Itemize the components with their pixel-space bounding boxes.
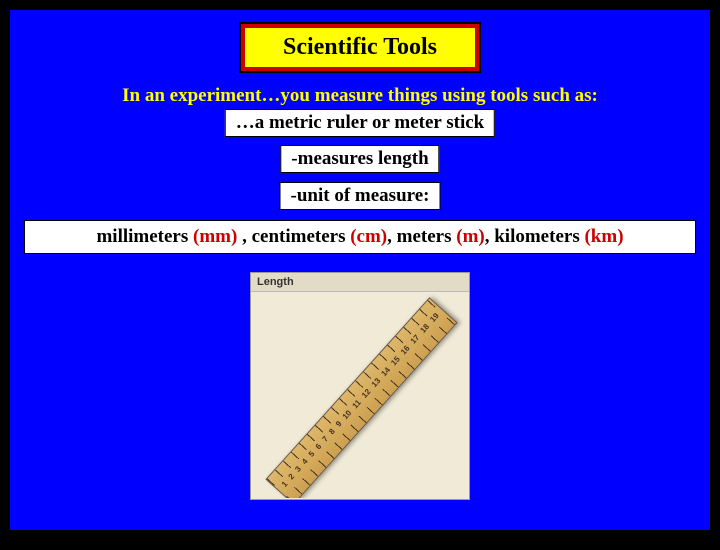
unit-item: centimeters (cm) — [252, 226, 388, 247]
unit-name: centimeters — [252, 226, 346, 247]
ruler-number: 12 — [360, 387, 373, 400]
ruler-number: 16 — [399, 344, 412, 357]
ruler-icon: 12345678910111213141516171819 — [265, 297, 457, 498]
unit-abbr: (cm) — [350, 226, 387, 247]
unit-name: meters — [397, 226, 452, 247]
ruler-illustration: 12345678910111213141516171819 — [251, 292, 469, 498]
ruler-number: 5 — [307, 449, 317, 458]
title-box: Scientific Tools — [241, 24, 479, 71]
ruler-image-panel: Length 12345678910111213141516171819 — [250, 272, 470, 500]
ruler-number: 6 — [314, 442, 324, 451]
unit-abbr: (m) — [456, 226, 484, 247]
ruler-ticks-bottom — [286, 316, 456, 498]
ruler-ticks-top — [267, 299, 437, 486]
unit-item: millimeters (mm) — [96, 226, 237, 247]
ruler-number: 3 — [293, 464, 303, 473]
unit-abbr: (mm) — [193, 226, 237, 247]
title-text: Scientific Tools — [283, 34, 437, 60]
ruler-number: 15 — [389, 355, 402, 368]
ruler-number: 9 — [334, 419, 344, 428]
image-label: Length — [251, 273, 469, 292]
measures-box: -measures length — [280, 145, 439, 173]
unit-abbr: (km) — [584, 226, 623, 247]
units-box: millimeters (mm) , centimeters (cm), met… — [24, 220, 696, 254]
unit-label-box: -unit of measure: — [280, 182, 441, 210]
ruler-number: 2 — [287, 472, 297, 481]
ruler-number: 1 — [280, 480, 290, 489]
ruler-number: 10 — [341, 408, 354, 421]
unit-name: kilometers — [494, 226, 579, 247]
ruler-number: 7 — [320, 434, 330, 443]
ruler-number: 14 — [379, 365, 392, 378]
ruler-number: 4 — [300, 457, 310, 466]
ruler-number: 19 — [428, 311, 441, 324]
ruler-number: 11 — [350, 398, 362, 410]
unit-item: kilometers (km) — [494, 226, 623, 247]
ruler-number: 18 — [418, 322, 431, 335]
ruler-number: 13 — [370, 376, 383, 389]
slide: Scientific Tools In an experiment…you me… — [10, 10, 710, 530]
ruler-numbers: 12345678910111213141516171819 — [280, 311, 441, 489]
ruler-number: 17 — [409, 333, 422, 346]
unit-item: meters (m) — [397, 226, 485, 247]
ruler-number: 8 — [327, 427, 337, 436]
tool-name-box: …a metric ruler or meter stick — [225, 109, 495, 137]
intro-text: In an experiment…you measure things usin… — [10, 85, 710, 107]
unit-name: millimeters — [96, 226, 188, 247]
